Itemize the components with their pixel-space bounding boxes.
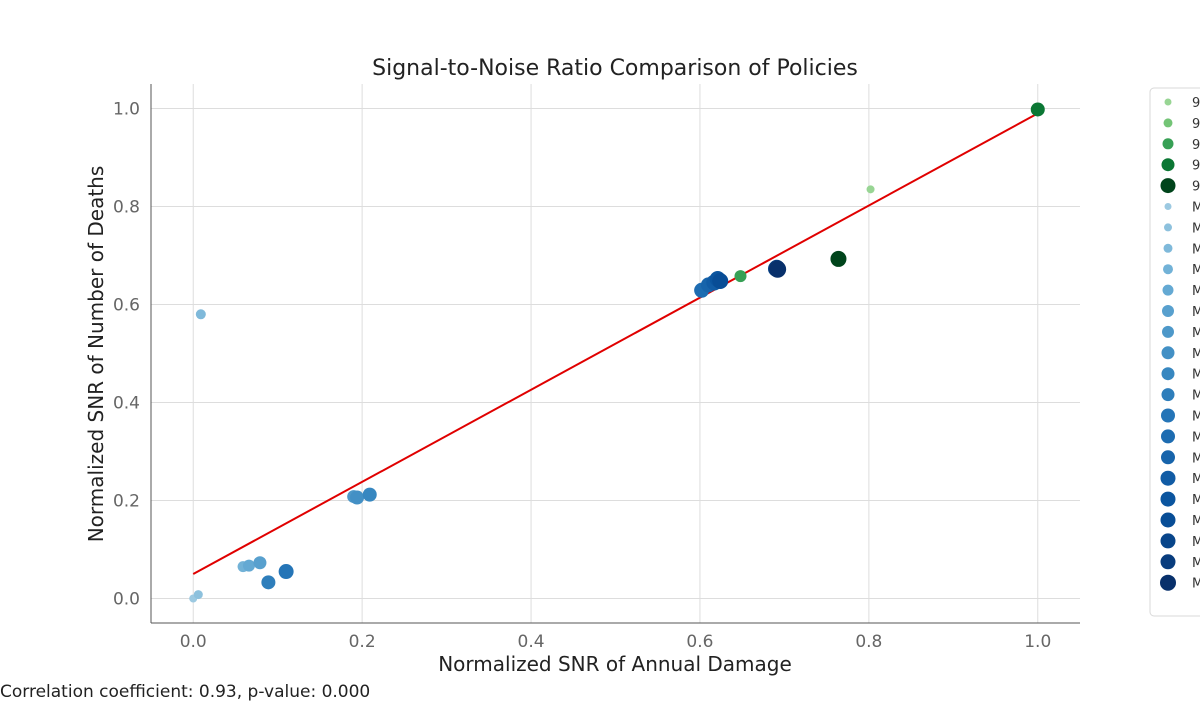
data-point bbox=[253, 556, 267, 570]
legend-marker bbox=[1160, 554, 1176, 570]
x-tick-label: 1.0 bbox=[1024, 632, 1051, 652]
legend-label: M bbox=[1192, 430, 1200, 445]
data-point bbox=[242, 559, 255, 572]
legend-label: M bbox=[1192, 556, 1200, 571]
legend-marker bbox=[1161, 388, 1175, 402]
legend-marker bbox=[1161, 429, 1175, 444]
legend-label: M bbox=[1192, 221, 1200, 236]
legend-marker bbox=[1160, 491, 1176, 507]
data-point bbox=[195, 309, 206, 320]
x-axis-label: Normalized SNR of Annual Damage bbox=[438, 652, 792, 676]
legend-label: M bbox=[1192, 472, 1200, 487]
data-point bbox=[193, 590, 203, 600]
y-tick-labels: 0.0 0.2 0.4 0.6 0.8 1.0 bbox=[113, 100, 140, 610]
data-point bbox=[362, 487, 377, 502]
x-tick-label: 0.0 bbox=[180, 632, 207, 652]
x-tick-labels: 0.0 0.2 0.4 0.6 0.8 1.0 bbox=[180, 632, 1052, 652]
x-tick-label: 0.8 bbox=[855, 632, 882, 652]
legend-label: M bbox=[1192, 410, 1200, 425]
legend-marker bbox=[1161, 158, 1175, 172]
legend-label: M bbox=[1192, 514, 1200, 529]
x-tick-label: 0.6 bbox=[686, 632, 713, 652]
data-point bbox=[866, 185, 875, 194]
legend-marker bbox=[1160, 178, 1176, 194]
data-point bbox=[350, 490, 365, 505]
legend-label: 9 bbox=[1192, 159, 1200, 174]
legend-label: M bbox=[1192, 347, 1200, 362]
data-point bbox=[261, 575, 276, 590]
legend-label: M bbox=[1192, 535, 1200, 550]
data-point bbox=[712, 272, 729, 289]
data-point bbox=[1030, 102, 1045, 117]
legend-label: M bbox=[1192, 368, 1200, 383]
legend-marker bbox=[1160, 470, 1176, 486]
legend-label: M bbox=[1192, 493, 1200, 508]
legend-marker bbox=[1162, 305, 1174, 317]
y-tick-label: 0.8 bbox=[113, 198, 140, 218]
legend-label: 9 bbox=[1192, 117, 1200, 132]
legend-marker bbox=[1161, 346, 1175, 360]
axes bbox=[150, 84, 1080, 624]
legend-marker bbox=[1160, 533, 1176, 549]
legend-marker bbox=[1164, 98, 1172, 106]
legend-marker bbox=[1161, 408, 1175, 423]
x-tick-label: 0.2 bbox=[349, 632, 376, 652]
data-point bbox=[278, 564, 294, 580]
data-point bbox=[769, 260, 787, 278]
grid bbox=[151, 84, 1080, 623]
legend-marker bbox=[1163, 264, 1173, 275]
legend-marker bbox=[1164, 223, 1172, 232]
y-tick-label: 0.6 bbox=[113, 296, 140, 316]
legend-label: M bbox=[1192, 451, 1200, 466]
legend-marker bbox=[1160, 512, 1176, 528]
legend-label: M bbox=[1192, 577, 1200, 592]
legend-marker bbox=[1162, 138, 1174, 150]
legend-frame bbox=[1149, 87, 1200, 617]
x-tick-label: 0.4 bbox=[518, 632, 545, 652]
legend-marker bbox=[1161, 367, 1175, 381]
legend-label: 9 bbox=[1192, 138, 1200, 153]
legend-label: M bbox=[1192, 242, 1200, 257]
legend-label: 9 bbox=[1192, 180, 1200, 195]
legend-marker bbox=[1160, 574, 1176, 591]
legend-marker bbox=[1163, 243, 1173, 253]
data-point bbox=[830, 250, 847, 267]
legend-marker bbox=[1162, 284, 1174, 296]
legend-label: M bbox=[1192, 284, 1200, 299]
y-tick-label: 0.2 bbox=[113, 492, 140, 512]
regression-line bbox=[192, 112, 1039, 575]
legend-label: M bbox=[1192, 389, 1200, 404]
y-tick-label: 0.0 bbox=[113, 590, 140, 610]
legend-label: M bbox=[1192, 305, 1200, 320]
y-axis-label: Normalized SNR of Number of Deaths bbox=[84, 166, 108, 543]
legend-label: 9 bbox=[1192, 96, 1200, 111]
regression-line-group bbox=[192, 112, 1039, 575]
data-point bbox=[734, 270, 747, 283]
chart-title: Signal-to-Noise Ratio Comparison of Poli… bbox=[372, 56, 858, 81]
data-points bbox=[189, 102, 1045, 603]
correlation-note: Correlation coefficient: 0.93, p-value: … bbox=[0, 682, 371, 702]
legend-marker bbox=[1163, 118, 1173, 128]
y-tick-label: 1.0 bbox=[113, 100, 140, 120]
legend-label: M bbox=[1192, 263, 1200, 278]
legend-marker bbox=[1162, 325, 1174, 338]
legend-marker bbox=[1164, 203, 1172, 210]
y-tick-label: 0.4 bbox=[113, 394, 140, 414]
legend-label: M bbox=[1192, 326, 1200, 341]
legend-marker bbox=[1161, 450, 1175, 465]
legend-label: M bbox=[1192, 201, 1200, 216]
